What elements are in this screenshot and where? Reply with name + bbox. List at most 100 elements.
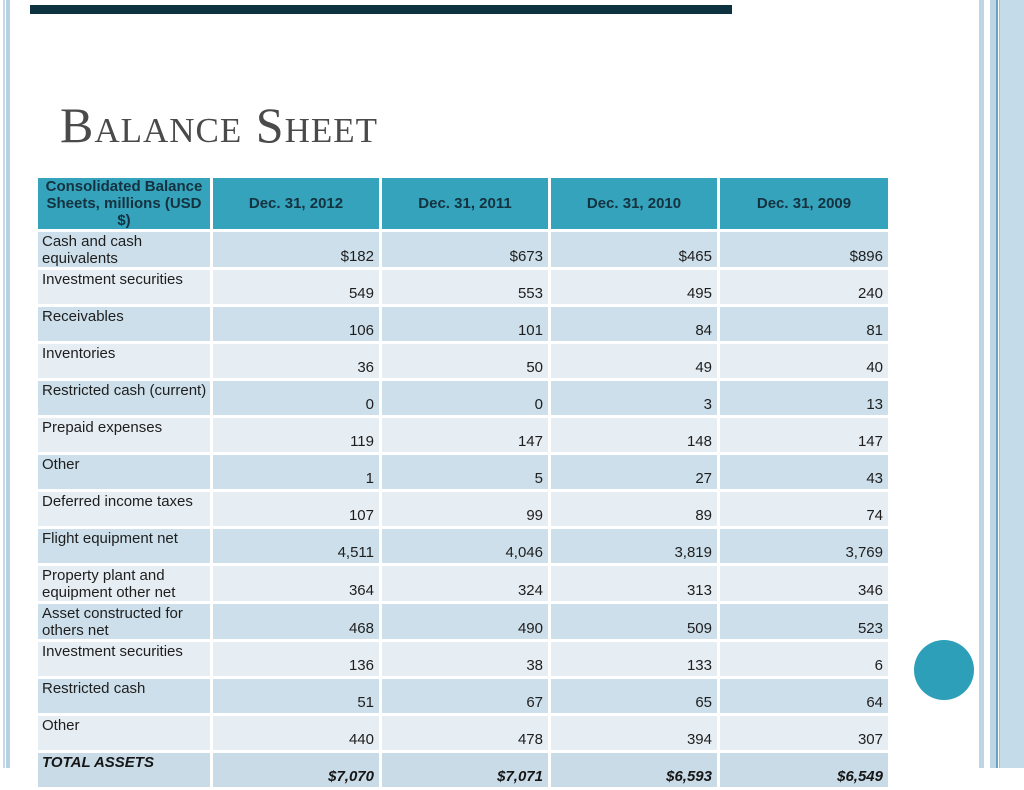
row-label: Restricted cash (current) (38, 381, 213, 418)
cell-value: 40 (720, 344, 888, 381)
table-row: Investment securities 549 553 495 240 (38, 270, 888, 307)
cell-value: 468 (213, 604, 382, 642)
cell-value: 3,819 (551, 529, 720, 566)
balance-sheet-table: Consolidated Balance Sheets, millions (U… (38, 178, 888, 790)
cell-value: 74 (720, 492, 888, 529)
cell-value: $182 (213, 232, 382, 270)
header-cell-caption: Consolidated Balance Sheets, millions (U… (38, 178, 213, 232)
accent-circle (914, 640, 974, 700)
table-row: Flight equipment net 4,511 4,046 3,819 3,769 (38, 529, 888, 566)
cell-value: 99 (382, 492, 551, 529)
table-row: Other 440 478 394 307 (38, 716, 888, 753)
table-row: Inventories 36 50 49 40 (38, 344, 888, 381)
cell-value: 51 (213, 679, 382, 716)
cell-value: $6,549 (720, 753, 888, 790)
cell-value: $6,593 (551, 753, 720, 790)
cell-value: 4,511 (213, 529, 382, 566)
table-row: Restricted cash 51 67 65 64 (38, 679, 888, 716)
table-row: Restricted cash (current) 0 0 3 13 (38, 381, 888, 418)
row-label: Restricted cash (38, 679, 213, 716)
page-title: Balance Sheet (60, 97, 379, 153)
cell-value: $673 (382, 232, 551, 270)
row-label: Cash and cash equivalents (38, 232, 213, 270)
right-edge-stripe-dark (996, 0, 998, 768)
cell-value: $896 (720, 232, 888, 270)
header-row: Consolidated Balance Sheets, millions (U… (38, 178, 888, 232)
cell-value: 440 (213, 716, 382, 753)
right-edge-band (1000, 0, 1024, 768)
cell-value: 4,046 (382, 529, 551, 566)
header-cell-2012: Dec. 31, 2012 (213, 178, 382, 232)
cell-value: 136 (213, 642, 382, 679)
row-label: Inventories (38, 344, 213, 381)
cell-value: 549 (213, 270, 382, 307)
cell-value: 346 (720, 566, 888, 604)
header-cell-2009: Dec. 31, 2009 (720, 178, 888, 232)
cell-value: 478 (382, 716, 551, 753)
cell-value: 523 (720, 604, 888, 642)
table-header: Consolidated Balance Sheets, millions (U… (38, 178, 888, 232)
table-body: Cash and cash equivalents $182 $673 $465 $89… (38, 232, 888, 790)
cell-value: 65 (551, 679, 720, 716)
cell-value: 106 (213, 307, 382, 344)
table-row: Other 1 5 27 43 (38, 455, 888, 492)
row-label: Flight equipment net (38, 529, 213, 566)
table-row: Property plant and equipment other net 36… (38, 566, 888, 604)
right-edge-stripe-2 (990, 0, 996, 768)
table-row: Investment securities 136 38 133 6 (38, 642, 888, 679)
row-label: Prepaid expenses (38, 418, 213, 455)
row-label: Other (38, 455, 213, 492)
top-accent-bar (30, 5, 732, 14)
cell-value: 81 (720, 307, 888, 344)
table-row: Receivables 106 101 84 81 (38, 307, 888, 344)
cell-value: 490 (382, 604, 551, 642)
row-label: Receivables (38, 307, 213, 344)
cell-value: 364 (213, 566, 382, 604)
cell-value: $7,070 (213, 753, 382, 790)
row-label: Asset constructed for others net (38, 604, 213, 642)
cell-value: 13 (720, 381, 888, 418)
row-label: TOTAL ASSETS (38, 753, 213, 790)
cell-value: 324 (382, 566, 551, 604)
cell-value: 107 (213, 492, 382, 529)
row-label: Investment securities (38, 270, 213, 307)
cell-value: 147 (720, 418, 888, 455)
table-row: Asset constructed for others net 468 490 50… (38, 604, 888, 642)
row-label: Other (38, 716, 213, 753)
row-label: Investment securities (38, 642, 213, 679)
cell-value: 49 (551, 344, 720, 381)
cell-value: $7,071 (382, 753, 551, 790)
cell-value: 313 (551, 566, 720, 604)
cell-value: 38 (382, 642, 551, 679)
left-edge-stripe-outer (3, 0, 5, 768)
cell-value: 50 (382, 344, 551, 381)
cell-value: 148 (551, 418, 720, 455)
cell-value: 133 (551, 642, 720, 679)
left-edge-stripe-inner (6, 0, 10, 768)
table-row: Prepaid expenses 119 147 148 147 (38, 418, 888, 455)
cell-value: 495 (551, 270, 720, 307)
row-label: Deferred income taxes (38, 492, 213, 529)
cell-value: 27 (551, 455, 720, 492)
cell-value: $465 (551, 232, 720, 270)
cell-value: 119 (213, 418, 382, 455)
right-edge-stripe-thin (999, 0, 1000, 768)
cell-value: 64 (720, 679, 888, 716)
cell-value: 101 (382, 307, 551, 344)
cell-value: 553 (382, 270, 551, 307)
cell-value: 5 (382, 455, 551, 492)
total-row: TOTAL ASSETS $7,070 $7,071 $6,593 $6,549 (38, 753, 888, 790)
table-row: Cash and cash equivalents $182 $673 $465 $89… (38, 232, 888, 270)
cell-value: 0 (213, 381, 382, 418)
cell-value: 3 (551, 381, 720, 418)
cell-value: 509 (551, 604, 720, 642)
row-label: Property plant and equipment other net (38, 566, 213, 604)
header-cell-2010: Dec. 31, 2010 (551, 178, 720, 232)
cell-value: 240 (720, 270, 888, 307)
cell-value: 43 (720, 455, 888, 492)
cell-value: 67 (382, 679, 551, 716)
cell-value: 394 (551, 716, 720, 753)
cell-value: 36 (213, 344, 382, 381)
cell-value: 89 (551, 492, 720, 529)
cell-value: 84 (551, 307, 720, 344)
